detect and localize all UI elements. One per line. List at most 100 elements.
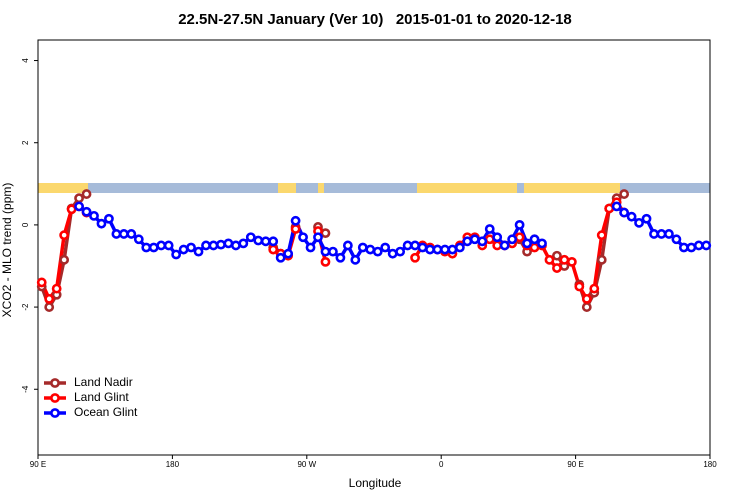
point: [454, 242, 465, 253]
point: [216, 239, 226, 250]
point: [342, 240, 353, 251]
point: [686, 242, 697, 253]
x-axis-label: Longitude: [349, 476, 402, 490]
point: [477, 236, 488, 247]
x-tick-label: 180: [166, 460, 180, 469]
point: [619, 189, 630, 199]
point: [283, 248, 294, 259]
point: [305, 242, 316, 253]
legend-label: Ocean Glint: [74, 405, 138, 419]
point: [320, 228, 331, 239]
point: [656, 229, 667, 239]
point: [253, 235, 264, 246]
point: [701, 240, 712, 251]
point: [447, 244, 458, 255]
point: [484, 224, 495, 234]
x-tick-label: 0: [439, 460, 444, 469]
x-tick-label: 180: [703, 460, 717, 469]
point: [141, 242, 152, 253]
point: [89, 210, 99, 221]
point: [313, 232, 323, 243]
point: [634, 217, 644, 228]
point: [649, 229, 659, 239]
y-tick-label: 0: [21, 222, 30, 227]
point: [357, 242, 368, 253]
point: [66, 204, 77, 215]
point: [111, 229, 122, 239]
point: [402, 240, 413, 251]
point: [126, 229, 137, 239]
point: [104, 213, 114, 224]
point: [619, 207, 630, 218]
point: [581, 293, 592, 304]
legend-marker: [50, 408, 60, 418]
point: [492, 232, 503, 243]
point: [596, 230, 607, 241]
point: [529, 242, 540, 253]
point: [171, 249, 182, 260]
y-tick-label: -4: [21, 385, 30, 393]
y-tick-label: 4: [21, 58, 30, 63]
y-axis-label: XCO2 - MLO trend (ppm): [0, 183, 14, 318]
point: [522, 238, 532, 249]
point: [268, 244, 279, 255]
point: [186, 242, 196, 253]
point: [425, 244, 435, 255]
x-tick-label: 90 E: [567, 460, 583, 469]
point: [335, 252, 346, 263]
point: [74, 201, 84, 212]
point: [74, 193, 84, 204]
point: [581, 302, 592, 312]
point: [193, 246, 204, 257]
legend-marker: [50, 393, 60, 403]
point: [290, 224, 301, 234]
point: [611, 201, 622, 212]
point: [298, 232, 308, 243]
point: [44, 293, 55, 304]
point: [559, 254, 570, 265]
point: [566, 256, 577, 267]
point: [671, 234, 682, 245]
point: [604, 203, 615, 214]
x-tick-label: 90 E: [30, 460, 46, 469]
point: [514, 232, 525, 243]
point: [507, 234, 518, 245]
point: [440, 244, 450, 255]
point: [678, 242, 689, 253]
point: [51, 283, 62, 294]
point: [81, 206, 92, 217]
x-tick-label: 90 W: [297, 460, 316, 469]
point: [395, 246, 406, 257]
point: [410, 252, 420, 263]
point: [417, 242, 428, 253]
point: [81, 189, 92, 199]
legend-marker: [50, 378, 60, 388]
point: [552, 250, 562, 261]
point: [290, 215, 301, 226]
point: [462, 236, 473, 247]
point: [537, 238, 547, 249]
point: [230, 240, 241, 251]
point: [223, 238, 234, 249]
point: [589, 283, 600, 294]
point: [574, 281, 585, 292]
point: [245, 232, 256, 243]
point: [492, 240, 503, 251]
point: [156, 240, 167, 251]
point: [693, 240, 704, 251]
point: [552, 263, 562, 273]
point: [641, 213, 652, 224]
point: [44, 302, 55, 312]
point: [596, 254, 607, 265]
point: [626, 211, 637, 222]
point: [484, 234, 495, 245]
point: [432, 244, 443, 255]
point: [36, 277, 47, 288]
y-tick-label: 2: [21, 140, 30, 145]
point: [268, 236, 279, 247]
point: [499, 240, 510, 251]
point: [201, 240, 211, 251]
point: [275, 252, 286, 263]
point: [664, 229, 674, 239]
